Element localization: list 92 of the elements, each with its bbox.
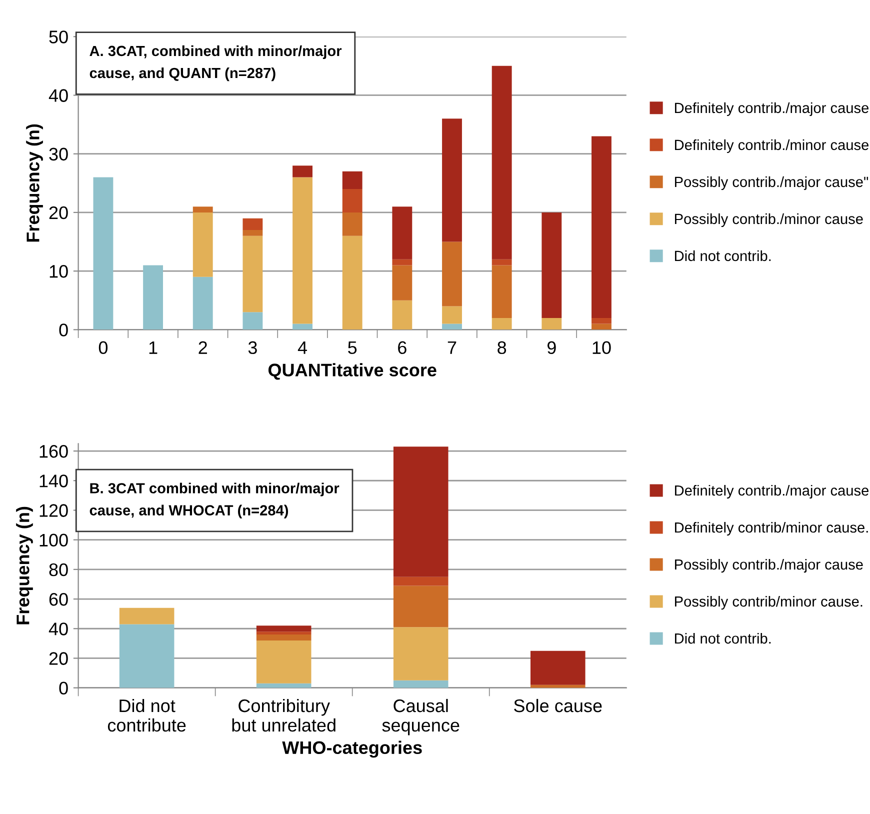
bar <box>292 166 312 178</box>
y-axis-title: Frequency (n) <box>26 124 43 242</box>
legend-label: Possibly contrib/minor cause. <box>675 596 862 610</box>
legend-label: Possibly contrib./major cause" <box>675 176 868 190</box>
bar <box>492 318 512 330</box>
bar <box>492 66 512 260</box>
x-tick-label: 5 <box>348 341 357 354</box>
bar <box>442 118 462 242</box>
x-tick-label: 7 <box>448 341 456 354</box>
y-tick-label: 0 <box>59 324 68 336</box>
y-tick-label: 0 <box>59 682 68 695</box>
x-tick-label: Did not contribute <box>108 698 186 732</box>
bar <box>393 627 448 680</box>
bar <box>393 680 448 688</box>
bar <box>442 242 462 306</box>
legend-label: Definitely contrib/minor cause. <box>675 522 868 536</box>
y-tick-label: 50 <box>49 30 68 44</box>
bar <box>143 265 164 330</box>
x-tick-label: 9 <box>547 341 556 354</box>
bar <box>256 683 312 688</box>
y-tick-label: 40 <box>48 622 68 636</box>
bar <box>256 632 312 635</box>
legend-label: Definitely contrib./major cause <box>675 484 869 499</box>
bar <box>392 206 412 260</box>
x-tick-label: 8 <box>498 341 506 354</box>
bar <box>393 446 448 577</box>
x-tick-label: 10 <box>592 341 611 354</box>
x-tick-label: Contribitury but unrelated <box>232 698 336 732</box>
x-tick-label: 0 <box>98 341 108 354</box>
y-tick-label: 20 <box>49 652 68 665</box>
bar <box>256 640 312 684</box>
x-axis-title: WHO-categories <box>282 740 422 758</box>
bar <box>393 576 448 586</box>
y-tick-label: 120 <box>40 504 68 517</box>
text: A. 3CAT, combined with minor/major cause, and QUANT (n=287) <box>90 45 342 82</box>
bar <box>192 212 213 277</box>
bar <box>342 189 362 212</box>
legend-label: Did not contrib. <box>675 250 771 262</box>
x-tick-label: 1 <box>149 341 158 354</box>
y-tick-label: 40 <box>48 89 68 102</box>
bar <box>592 318 612 324</box>
bar <box>242 230 263 236</box>
bar <box>492 259 512 266</box>
y-tick-label: 160 <box>40 444 68 458</box>
bar <box>342 171 362 190</box>
bar <box>93 177 114 330</box>
x-tick-label: 2 <box>198 341 207 354</box>
x-tick-label: 3 <box>248 341 257 354</box>
x-tick-label: 6 <box>398 341 406 354</box>
x-tick-label: 4 <box>298 341 308 354</box>
bar <box>442 324 462 330</box>
bar <box>392 265 412 300</box>
y-tick-label: 20 <box>49 206 68 220</box>
bar <box>192 276 213 330</box>
y-axis-title: Frequency (n) <box>16 506 33 624</box>
legend-label: Definitely contrib./minor cause <box>675 139 869 153</box>
text: B. 3CAT combined with minor/major cause, and WHOCAT (n=284) <box>90 482 340 518</box>
x-tick-label: Causal sequence <box>382 698 460 736</box>
bar <box>592 324 612 330</box>
bar <box>292 177 312 324</box>
bar <box>442 306 462 324</box>
y-tick-label: 30 <box>49 148 68 161</box>
y-tick-label: 80 <box>49 563 68 576</box>
bar <box>542 318 562 330</box>
bar <box>119 624 174 688</box>
bar <box>192 206 213 212</box>
bar <box>256 626 312 632</box>
bar <box>392 259 412 266</box>
y-tick-label: 10 <box>50 264 68 278</box>
bar <box>393 586 448 628</box>
bar <box>242 218 263 230</box>
legend-label: Did not contrib. <box>675 632 771 644</box>
legend-label: Possibly contrib./minor cause <box>675 213 863 227</box>
bar <box>542 212 562 318</box>
bar <box>292 324 312 330</box>
x-axis-title: QUANTitative score <box>268 363 436 380</box>
y-tick-label: 140 <box>40 474 68 488</box>
bar <box>530 650 586 685</box>
bar <box>342 212 362 236</box>
bar <box>492 265 512 318</box>
bar <box>242 312 263 330</box>
legend-label: Definitely contrib./major cause <box>675 102 869 116</box>
bar <box>392 300 412 330</box>
bar <box>256 634 312 640</box>
bar <box>592 136 612 318</box>
y-tick-label: 100 <box>40 534 68 547</box>
bar <box>119 608 174 624</box>
x-tick-label: Sole cause <box>514 698 602 712</box>
bar <box>242 236 263 312</box>
y-tick-label: 60 <box>49 592 68 606</box>
legend-label: Possibly contrib./major cause <box>675 558 863 573</box>
bar <box>342 236 362 330</box>
